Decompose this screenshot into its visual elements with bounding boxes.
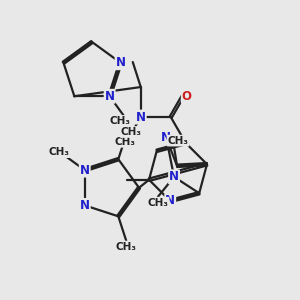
Text: N: N (80, 199, 90, 212)
Text: N: N (80, 164, 90, 177)
Text: CH₃: CH₃ (49, 147, 70, 157)
Text: CH₃: CH₃ (167, 136, 188, 146)
Text: N: N (105, 90, 115, 103)
Text: CH₃: CH₃ (116, 242, 137, 251)
Text: N: N (161, 131, 171, 144)
Text: CH₃: CH₃ (114, 137, 135, 147)
Text: N: N (116, 56, 125, 69)
Text: N: N (169, 170, 179, 183)
Text: CH₃: CH₃ (109, 116, 130, 126)
Text: N: N (136, 110, 146, 124)
Text: CH₃: CH₃ (121, 127, 142, 137)
Text: N: N (165, 194, 175, 208)
Text: CH₃: CH₃ (148, 198, 169, 208)
Text: O: O (182, 90, 192, 103)
